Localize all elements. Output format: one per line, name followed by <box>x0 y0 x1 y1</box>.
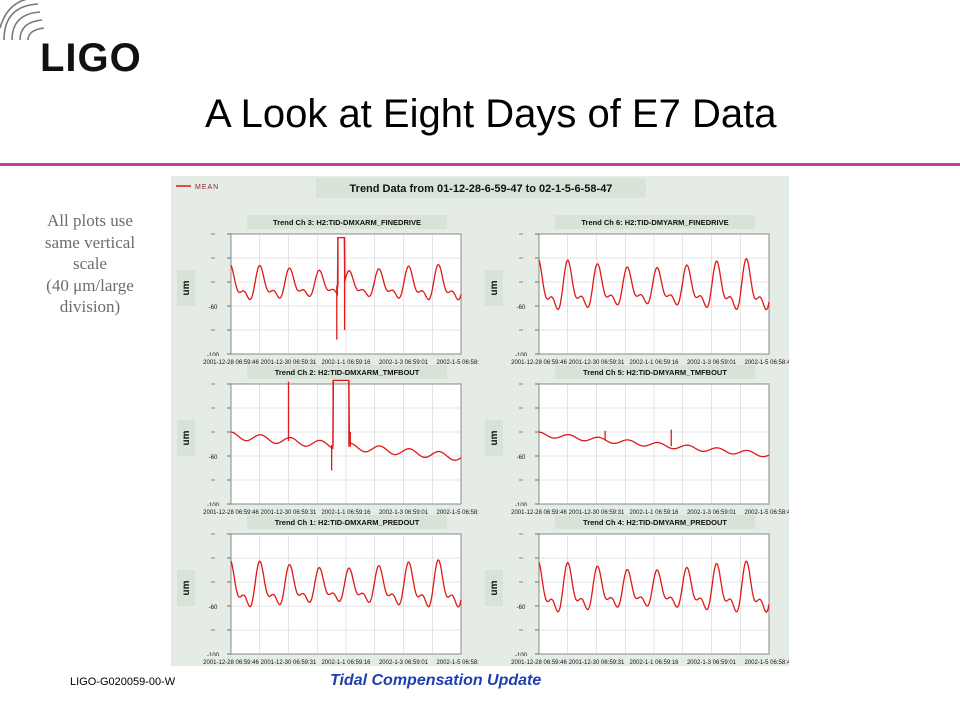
series-line-mean <box>230 379 462 461</box>
trend-subplot: Trend Ch 2: H2:TID-DMXARM_TMFBOUTum-60-1… <box>171 365 486 516</box>
x-tick-strip <box>479 656 789 666</box>
x-tick-label: 2002-1-5 06:58:46 <box>436 510 486 516</box>
x-tick-label: 2002-1-3 06:59:01 <box>687 660 737 666</box>
trend-subplot: Trend Ch 4: H2:TID-DMYARM_PREDOUTum-60-1… <box>479 515 789 666</box>
y-tick-label: -60 <box>209 605 218 611</box>
x-tick-label: 2002-1-1 06:59:16 <box>629 660 679 666</box>
ligo-logo: LIGO <box>40 36 142 80</box>
x-tick-label: 2002-1-5 06:58:46 <box>436 660 486 666</box>
x-tick-label: 2002-1-3 06:59:01 <box>687 510 737 516</box>
series-line-mean <box>538 560 770 613</box>
y-tick-label: -60 <box>517 605 526 611</box>
x-tick-label: 2001-12-30 06:59:31 <box>261 660 317 666</box>
y-axis-label: um <box>489 580 500 595</box>
subplot-title: Trend Ch 1: H2:TID-DMXARM_PREDOUT <box>275 518 420 527</box>
y-axis-label: um <box>181 280 192 295</box>
x-tick-strip <box>171 656 481 666</box>
x-tick-label: 2002-1-1 06:59:16 <box>321 360 371 366</box>
side-note: All plots use same vertical scale (40 μm… <box>20 210 160 318</box>
x-tick-strip <box>479 356 789 366</box>
series-line-mean <box>230 236 462 301</box>
footer-title: Tidal Compensation Update <box>330 672 542 689</box>
x-tick-label: 2001-12-30 06:59:31 <box>569 660 625 666</box>
x-tick-strip <box>479 506 789 516</box>
x-tick-label: 2001-12-30 06:59:31 <box>569 510 625 516</box>
y-axis-label: um <box>181 580 192 595</box>
subplot-title-box <box>555 215 755 229</box>
x-tick-label: 2002-1-1 06:59:16 <box>321 660 371 666</box>
x-tick-label: 2001-12-30 06:59:31 <box>261 360 317 366</box>
x-tick-label: 2002-1-3 06:59:01 <box>379 510 429 516</box>
x-tick-label: 2002-1-3 06:59:01 <box>379 660 429 666</box>
chart-title: Trend Data from 01-12-28-6-59-47 to 02-1… <box>350 183 613 195</box>
x-tick-label: 2002-1-1 06:59:16 <box>629 360 679 366</box>
slide-title: A Look at Eight Days of E7 Data <box>205 92 777 136</box>
trend-subplot: Trend Ch 1: H2:TID-DMXARM_PREDOUTum-60-1… <box>171 515 486 666</box>
series-line-mean <box>538 431 770 458</box>
x-tick-strip <box>171 356 481 366</box>
x-tick-label: 2002-1-3 06:59:01 <box>379 360 429 366</box>
y-axis-label: um <box>489 430 500 445</box>
y-tick-label: -60 <box>209 305 218 311</box>
trend-subplot: Trend Ch 5: H2:TID-DMYARM_TMFBOUTum-60-1… <box>479 365 789 516</box>
chart-title-box <box>316 178 646 198</box>
x-tick-label: 2002-1-5 06:58:46 <box>744 660 789 666</box>
subplot-title: Trend Ch 2: H2:TID-DMXARM_TMFBOUT <box>275 368 420 377</box>
y-axis-label: um <box>181 430 192 445</box>
x-tick-label: 2001-12-28 06:59:46 <box>511 510 567 516</box>
ylabel-box <box>485 270 503 306</box>
ylabel-box <box>177 270 195 306</box>
x-tick-label: 2001-12-30 06:59:31 <box>261 510 317 516</box>
x-tick-label: 2002-1-5 06:58:46 <box>436 360 486 366</box>
ylabel-box <box>177 420 195 456</box>
x-tick-label: 2001-12-28 06:59:46 <box>511 360 567 366</box>
x-tick-strip <box>171 506 481 516</box>
y-tick-label: -60 <box>209 455 218 461</box>
side-note-line: division) <box>59 297 121 317</box>
subplot-title-box <box>555 365 755 379</box>
x-tick-label: 2002-1-1 06:59:16 <box>629 510 679 516</box>
x-tick-label: 2002-1-1 06:59:16 <box>321 510 371 516</box>
x-tick-label: 2001-12-28 06:59:46 <box>203 360 259 366</box>
ylabel-box <box>485 420 503 456</box>
legend-label: MEAN <box>195 184 219 191</box>
side-note-line: (40 μm/large <box>46 275 134 295</box>
x-tick-label: 2002-1-5 06:58:46 <box>744 510 789 516</box>
trend-plot-panel: Trend Data from 01-12-28-6-59-47 to 02-1… <box>171 176 789 666</box>
title-divider <box>0 163 960 166</box>
y-axis-label: um <box>489 280 500 295</box>
x-tick-label: 2002-1-3 06:59:01 <box>687 360 737 366</box>
subplot-title: Trend Ch 5: H2:TID-DMYARM_TMFBOUT <box>583 368 727 377</box>
subplot-title: Trend Ch 6: H2:TID-DMYARM_FINEDRIVE <box>581 218 728 227</box>
ylabel-box <box>177 570 195 606</box>
subplot-title-box <box>247 515 447 529</box>
side-note-line: scale <box>73 254 107 274</box>
subplot-title-box <box>247 215 447 229</box>
x-tick-label: 2001-12-28 06:59:46 <box>203 660 259 666</box>
subplot-title: Trend Ch 4: H2:TID-DMYARM_PREDOUT <box>583 518 727 527</box>
subplot-title-box <box>247 365 447 379</box>
y-tick-label: -60 <box>517 305 526 311</box>
x-tick-label: 2001-12-28 06:59:46 <box>511 660 567 666</box>
side-note-line: same vertical <box>44 232 136 252</box>
document-id: LIGO-G020059-00-W <box>70 676 176 688</box>
subplot-title-box <box>555 515 755 529</box>
y-tick-label: -60 <box>517 455 526 461</box>
series-line-mean <box>538 258 770 311</box>
x-tick-label: 2001-12-30 06:59:31 <box>569 360 625 366</box>
ligo-logo-arcs-icon <box>0 0 45 40</box>
ylabel-box <box>485 570 503 606</box>
x-tick-label: 2001-12-28 06:59:46 <box>203 510 259 516</box>
side-note-line: All plots use <box>47 211 133 230</box>
series-line-mean <box>230 559 462 608</box>
subplot-title: Trend Ch 3: H2:TID-DMXARM_FINEDRIVE <box>273 218 421 227</box>
x-tick-label: 2002-1-5 06:58:46 <box>744 360 789 366</box>
